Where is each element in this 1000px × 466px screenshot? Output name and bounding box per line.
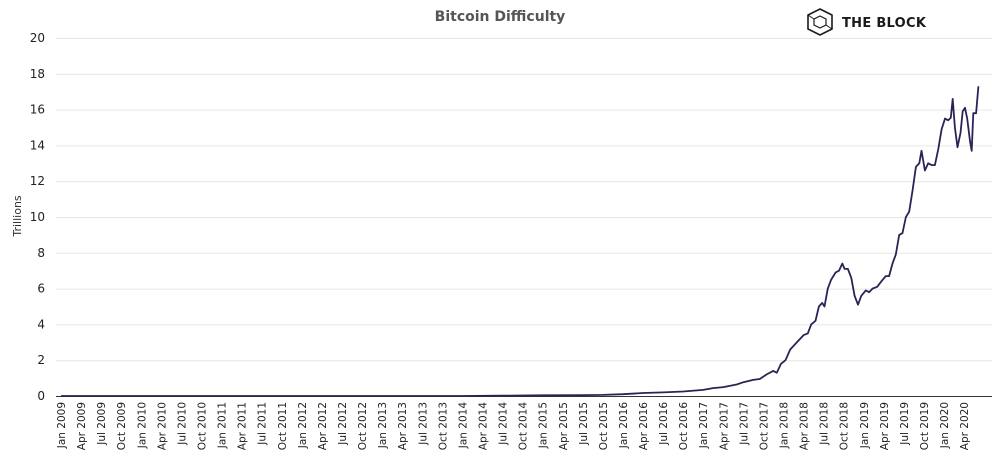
y-axis-label: Trillions	[11, 195, 24, 238]
chart-title: Bitcoin Difficulty	[435, 9, 566, 25]
x-tick-label: Jul 2010	[176, 402, 188, 446]
x-tick-label: Jul 2011	[257, 402, 269, 446]
x-tick-label: Apr 2011	[237, 402, 249, 450]
x-tick-label: Oct 2017	[758, 402, 770, 450]
x-tick-label: Apr 2016	[638, 402, 650, 451]
y-tick-label: 12	[30, 174, 45, 188]
x-tick-label: Jul 2016	[658, 402, 670, 446]
x-tick-label: Apr 2019	[879, 402, 891, 450]
x-tick-label: Oct 2019	[919, 402, 931, 450]
y-tick-label: 2	[37, 353, 45, 367]
x-tick-label: Jul 2012	[337, 402, 349, 446]
x-tick-label: Jan 2012	[297, 402, 309, 449]
x-tick-label: Apr 2015	[558, 402, 570, 450]
x-tick-label: Jan 2015	[538, 402, 550, 449]
x-tick-label: Oct 2016	[678, 402, 690, 451]
x-tick-label: Jan 2018	[779, 402, 791, 449]
x-tick-label: Jul 2009	[96, 402, 108, 446]
x-tick-label: Jan 2016	[618, 402, 630, 450]
y-tick-label: 18	[30, 67, 45, 81]
x-tick-label: Apr 2013	[397, 402, 409, 450]
difficulty-series-line	[61, 86, 980, 397]
x-tick-label: Oct 2013	[437, 402, 449, 450]
x-tick-label: Jan 2009	[56, 402, 68, 449]
y-tick-label: 10	[30, 210, 45, 224]
gridlines	[56, 38, 992, 362]
x-tick-label: Oct 2009	[116, 402, 128, 450]
x-tick-label: Jan 2013	[377, 402, 389, 449]
brand-logo: THE BLOCK	[807, 8, 927, 36]
x-tick-label: Oct 2011	[277, 402, 289, 450]
y-tick-label: 16	[30, 103, 45, 117]
x-tick-label: Jan 2017	[698, 402, 710, 449]
x-tick-label: Apr 2009	[76, 402, 88, 450]
y-tick-label: 14	[30, 138, 45, 152]
brand-name: THE BLOCK	[842, 16, 927, 31]
x-tick-labels: Jan 2009 Apr 2009 Jul 2009 Oct 2009 Jan 2010…	[56, 402, 971, 451]
x-tick-label: Jul 2014	[498, 402, 510, 446]
y-tick-label: 8	[37, 246, 45, 260]
x-tick-label: Apr 2014	[477, 402, 489, 451]
x-tick-label: Jan 2014	[457, 402, 469, 450]
x-tick-label: Apr 2018	[799, 402, 811, 450]
x-tick-label: Jul 2018	[819, 402, 831, 446]
x-tick-label: Apr 2010	[156, 402, 168, 450]
x-tick-label: Jul 2013	[417, 402, 429, 446]
y-tick-labels: 0 2 4 6 8 10 12 14 16 18 20	[30, 31, 45, 403]
x-tick-label: Jan 2011	[217, 402, 229, 449]
y-tick-label: 6	[37, 282, 45, 296]
x-tick-label: Oct 2012	[357, 402, 369, 450]
x-tick-label: Apr 2017	[718, 402, 730, 450]
x-tick-label: Apr 2012	[317, 402, 329, 450]
y-tick-label: 0	[37, 389, 45, 403]
x-tick-label: Jan 2020	[939, 402, 951, 449]
y-tick-label: 20	[30, 31, 45, 45]
x-tick-label: Oct 2014	[518, 402, 530, 451]
x-tick-label: Jul 2017	[738, 402, 750, 446]
cube-logo-icon	[807, 8, 833, 36]
x-tick-label: Jan 2010	[136, 402, 148, 449]
x-tick-label: Jul 2019	[899, 402, 911, 446]
x-tick-label: Oct 2015	[598, 402, 610, 450]
x-tick-label: Jan 2019	[859, 402, 871, 449]
x-tick-label: Jul 2015	[578, 402, 590, 446]
x-tick-label: Oct 2010	[196, 402, 208, 450]
x-tick-label: Oct 2018	[839, 402, 851, 450]
x-tick-label: Apr 2020	[959, 402, 971, 450]
y-tick-label: 4	[37, 317, 45, 331]
